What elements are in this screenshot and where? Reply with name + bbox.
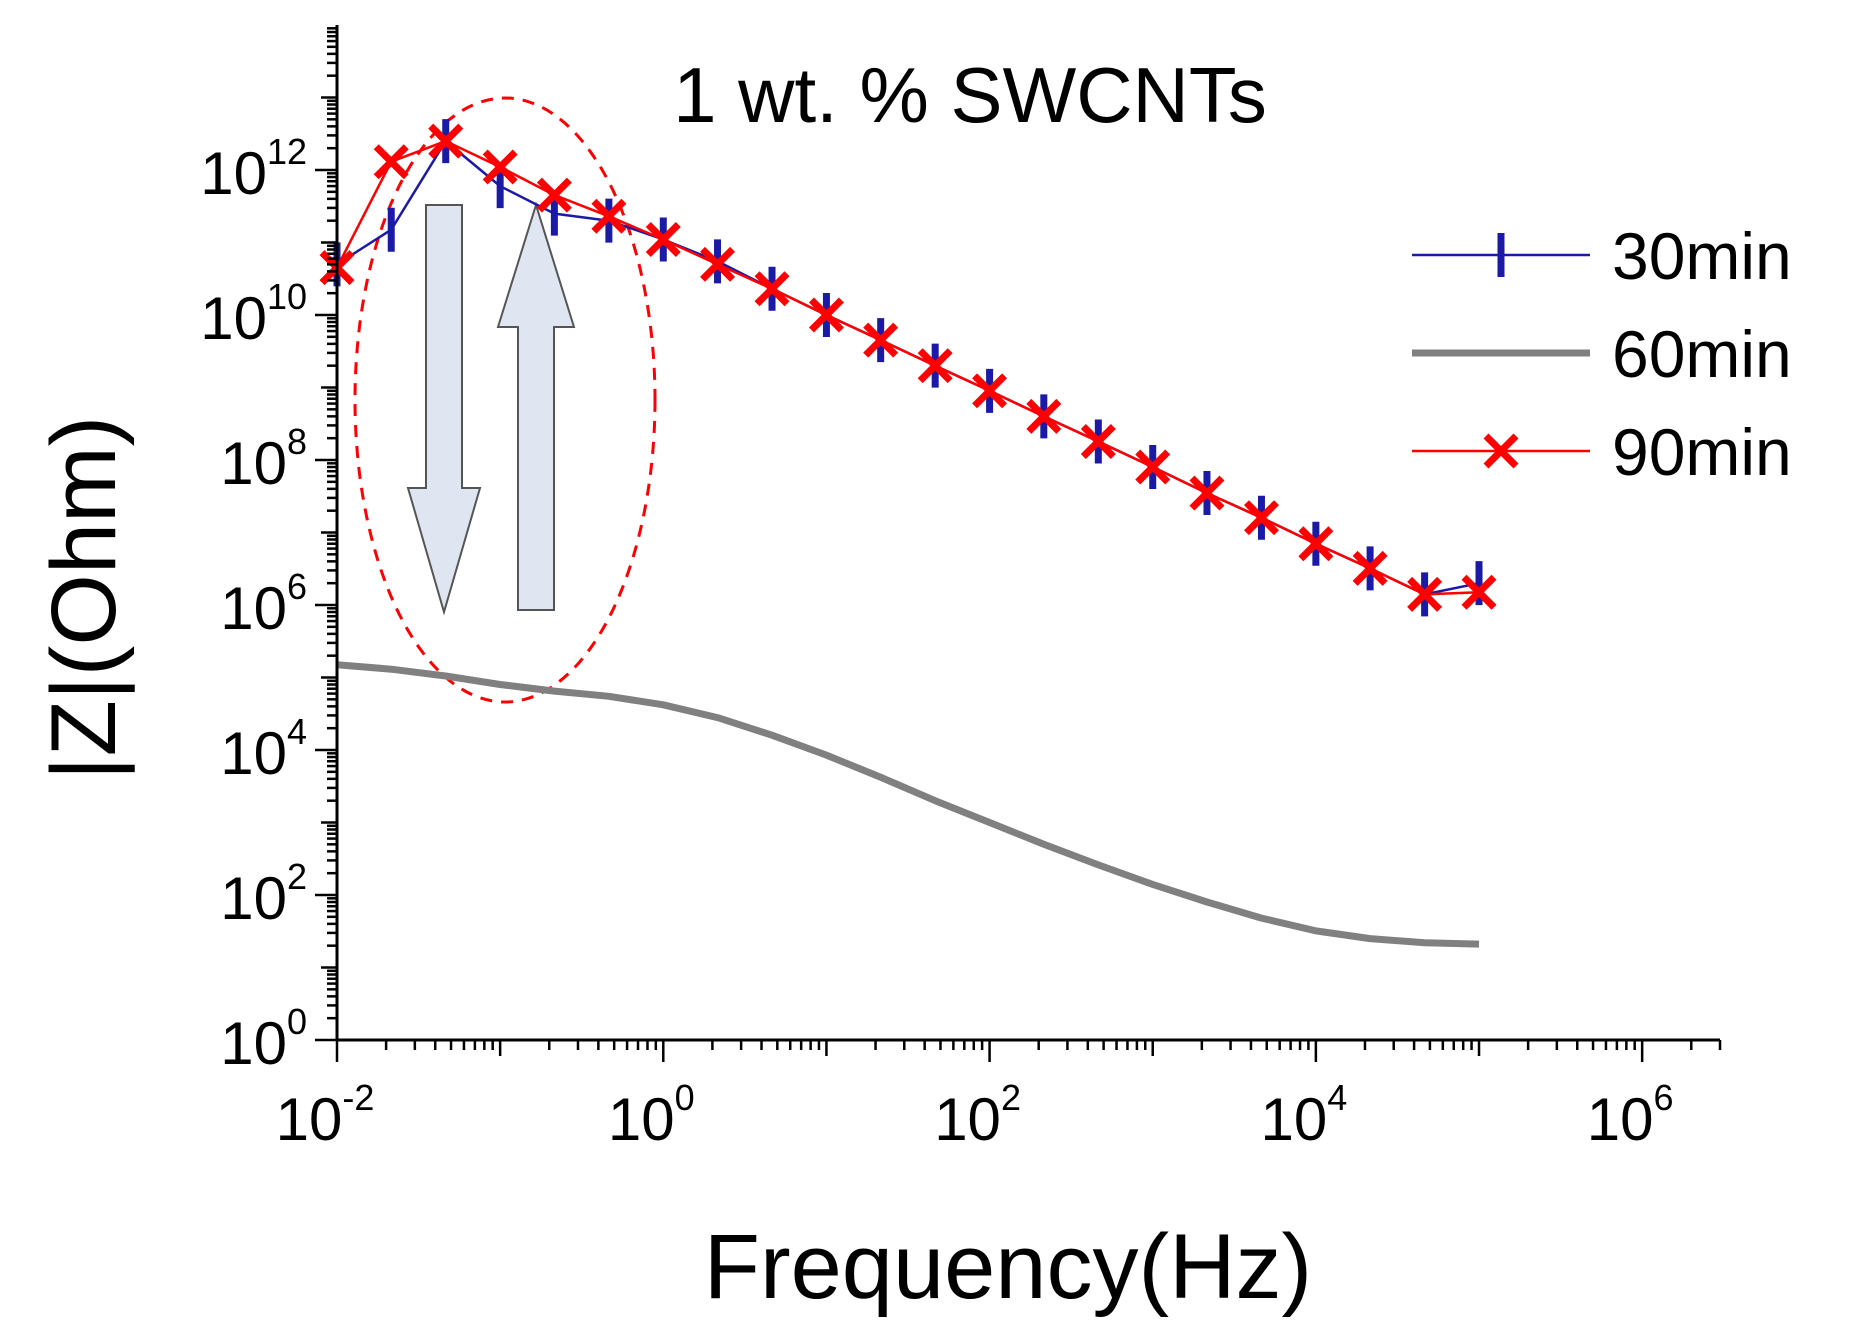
data-point-90min <box>1461 574 1497 610</box>
data-point-90min <box>428 123 464 159</box>
data-point-90min <box>1298 526 1334 562</box>
x-marker-stroke <box>1352 550 1388 586</box>
data-point-90min <box>1135 449 1171 485</box>
legend-item-90min: 90min <box>1412 415 1792 489</box>
data-point-90min <box>863 322 899 358</box>
series-line-90min <box>335 139 1480 596</box>
data-point-90min <box>1080 424 1116 459</box>
x-marker-stroke <box>700 246 736 282</box>
legend-item-30min: 30min <box>1412 219 1792 293</box>
x-marker-stroke <box>754 271 790 307</box>
highlight-ellipse <box>353 96 657 704</box>
x-marker-stroke <box>863 322 899 358</box>
legend: 30min 60min 90min <box>1412 219 1792 489</box>
data-point-90min <box>1026 398 1062 434</box>
legend-label: 30min <box>1612 219 1792 293</box>
x-marker-stroke <box>645 222 681 257</box>
x-marker-stroke <box>428 123 464 159</box>
x-marker-stroke <box>808 297 844 333</box>
y-tick-label: 108 <box>220 421 307 497</box>
x-tick-label: 104 <box>1260 1077 1347 1153</box>
x-marker-stroke <box>373 144 409 180</box>
x-marker-stroke <box>1189 475 1225 511</box>
x-marker-stroke <box>917 348 953 384</box>
data-point-90min <box>373 144 409 180</box>
y-tick-label: 106 <box>220 566 307 642</box>
data-point-90min <box>645 222 681 257</box>
data-point-90min <box>1483 433 1519 469</box>
data-point-90min <box>917 348 953 384</box>
y-tick-label: 100 <box>220 1001 307 1077</box>
annotation-label: 1 wt. % SWCNTs <box>673 51 1267 139</box>
x-marker-stroke <box>1407 576 1443 612</box>
y-tick-label: 1010 <box>200 276 307 352</box>
y-tick-label: 1012 <box>200 131 307 207</box>
y-tick-label: 104 <box>220 711 307 787</box>
x-marker-stroke <box>1461 574 1497 610</box>
x-marker-stroke <box>972 373 1008 409</box>
down-arrow-icon <box>406 204 482 616</box>
x-marker-stroke <box>482 149 518 185</box>
x-axis-label: Frequency(Hz) <box>704 1216 1312 1318</box>
series-60min <box>336 661 1480 948</box>
legend-item-60min: 60min <box>1412 317 1792 391</box>
x-marker-stroke <box>1483 433 1519 469</box>
series-30min <box>333 119 1483 617</box>
x-marker-stroke <box>591 198 627 234</box>
data-point-90min <box>482 149 518 185</box>
data-point-90min <box>972 373 1008 409</box>
data-point-90min <box>700 246 736 282</box>
legend-label: 60min <box>1612 317 1792 391</box>
data-point-90min <box>536 177 572 213</box>
x-tick-label: 106 <box>1587 1077 1674 1153</box>
data-point-90min <box>1243 500 1279 536</box>
series-line-60min <box>336 661 1480 948</box>
decoration-layer <box>353 96 657 704</box>
x-tick-label: 10-2 <box>276 1077 375 1153</box>
x-marker-stroke <box>1026 398 1062 434</box>
y-axis-label: |Z|(Ohm) <box>33 416 135 781</box>
data-point-90min <box>1352 550 1388 586</box>
y-tick-label: 102 <box>220 856 307 932</box>
up-arrow-icon <box>496 201 576 611</box>
legend-label: 90min <box>1612 415 1792 489</box>
x-marker-stroke <box>1298 526 1334 562</box>
x-marker-stroke <box>536 177 572 213</box>
data-point-90min <box>591 198 627 234</box>
data-point-90min <box>1407 576 1443 612</box>
data-point-90min <box>754 271 790 307</box>
data-point-90min <box>1189 475 1225 511</box>
x-tick-label: 100 <box>608 1077 695 1153</box>
series-line-30min <box>336 139 1480 596</box>
data-point-90min <box>808 297 844 333</box>
x-marker-stroke <box>1135 449 1171 485</box>
x-marker-stroke <box>1080 424 1116 459</box>
x-tick-label: 102 <box>934 1077 1021 1153</box>
x-marker-stroke <box>1243 500 1279 536</box>
series-layer <box>319 119 1497 948</box>
